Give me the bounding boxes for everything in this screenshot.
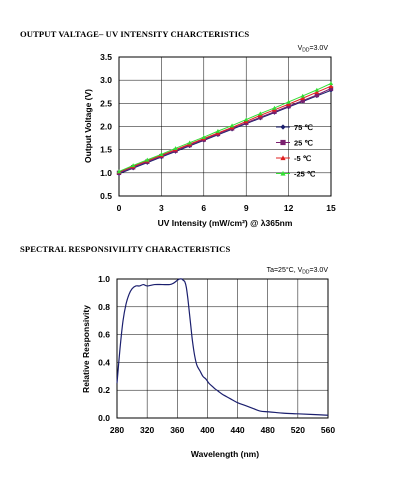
chart1-y-tick: 2.5 [100, 98, 112, 108]
chart1-point [258, 111, 263, 116]
chart1-point [215, 128, 221, 133]
chart1-point [272, 109, 277, 114]
chart1-x-tick: 15 [326, 203, 336, 213]
chart1-point [314, 92, 320, 98]
chart1-legend-marker [280, 170, 286, 176]
chart1-y-tick: 0.5 [100, 191, 112, 201]
chart1-point [272, 105, 277, 110]
chart2-x-tick: 520 [291, 425, 305, 435]
chart1-legend-label: 75 ℃ [294, 123, 313, 132]
chart1-point [159, 152, 164, 157]
chart2-frame [116, 278, 329, 419]
chart1-condition: VDD=3.0V [298, 45, 329, 54]
chart1-y-tick: 3.0 [100, 75, 112, 85]
chart2-x-tick: 320 [140, 425, 154, 435]
chart1-legend-marker [280, 124, 286, 130]
chart1-y-tick: 2.0 [100, 122, 112, 132]
chart2-y-tick: 0.0 [98, 413, 110, 423]
chart2-title: SPECTRAL RESPONSIVILITY CHARACTERISTICS [20, 244, 231, 254]
chart2-response-curve [116, 278, 329, 416]
chart2-x-tick: 440 [230, 425, 244, 435]
chart1-x-tick: 6 [201, 203, 206, 213]
chart1-point [314, 87, 320, 92]
chart1-point [286, 103, 291, 109]
chart2-y-tick: 0.4 [98, 357, 110, 367]
chart2-y-tick: 0.8 [98, 302, 110, 312]
chart1-point [314, 90, 320, 94]
chart1-point [244, 117, 249, 122]
chart2-condition: Ta=25°C, VDD=3.0V [267, 266, 329, 276]
chart1-point [130, 163, 136, 168]
chart1-legend-marker [280, 155, 286, 161]
chart1-point [286, 102, 291, 107]
chart1-y-tick: 1.5 [100, 145, 112, 155]
chart1-point [229, 123, 235, 128]
chart1-series-line [118, 85, 332, 173]
chart2-x-tick: 360 [170, 425, 184, 435]
chart1-point [201, 134, 206, 139]
chart1-legend-label: -5 ℃ [294, 154, 312, 163]
chart1-x-tick: 3 [159, 203, 164, 213]
chart1-point [173, 146, 178, 151]
chart2-y-tick: 0.6 [98, 330, 110, 340]
chart2-x-tick: 280 [110, 425, 124, 435]
chart1-series-line [118, 82, 332, 172]
chart1-x-tick: 0 [117, 203, 122, 213]
chart1-point [300, 96, 305, 100]
chart1-legend-label: 25 ℃ [294, 139, 313, 148]
chart1-point [258, 115, 263, 120]
chart2-xlabel: Wavelength (nm) [191, 449, 259, 459]
chart1-point [286, 99, 291, 104]
chart1-y-tick: 1.0 [100, 168, 112, 178]
chart1-legend-label: -25 ℃ [294, 170, 316, 179]
chart2-y-tick: 0.2 [98, 385, 110, 395]
chart1-point [328, 81, 334, 86]
chart1-series-line [118, 89, 332, 175]
chart1-point [145, 157, 150, 162]
chart1-point [328, 86, 334, 91]
chart1-x-tick: 9 [244, 203, 249, 213]
chart1-legend-marker [280, 139, 286, 146]
chart1-point [116, 169, 122, 174]
chart1-point [187, 140, 192, 145]
chart1-series-line [118, 88, 332, 174]
chart1-title: OUTPUT VALTAGE– UV INTENSITY CHARCTERIST… [20, 29, 250, 39]
chart1-y-tick: 3.5 [100, 52, 112, 62]
chart1-point [328, 83, 334, 88]
chart2-x-tick: 560 [321, 425, 335, 435]
chart2-y-tick: 1.0 [98, 274, 110, 284]
chart1-point [300, 98, 305, 103]
chart2-x-tick: 480 [261, 425, 275, 435]
chart1-frame [118, 56, 332, 197]
chart1-ylabel: Output Voltage (V) [83, 89, 93, 163]
chart1-x-tick: 12 [284, 203, 294, 213]
chart1-xlabel: UV Intensity (mW/cm²) @ λ365nm [158, 218, 293, 228]
chart1-point [300, 93, 305, 98]
chart2-x-tick: 400 [200, 425, 214, 435]
chart2-ylabel: Relative Responsivity [81, 305, 91, 393]
